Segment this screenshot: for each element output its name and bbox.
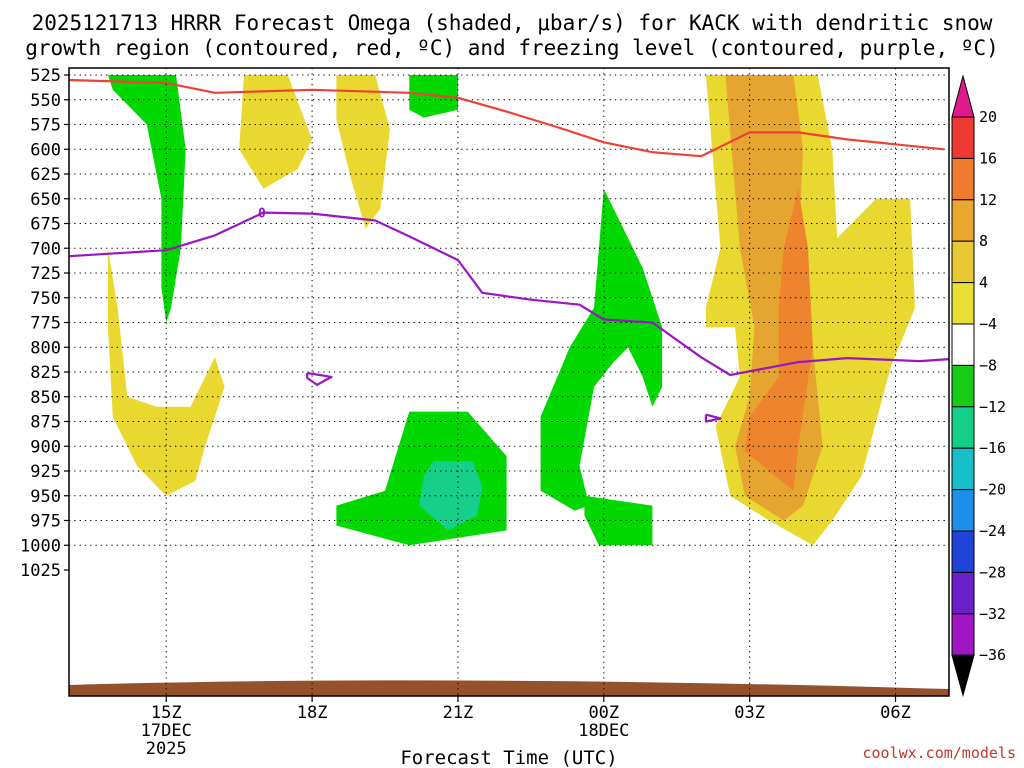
dendritic-snow-contour [68, 78, 945, 158]
colorbar-tick-label: 20 [979, 108, 997, 126]
y-tick-label: 1000 [20, 536, 61, 556]
freezing-level-label: 0 [258, 207, 266, 222]
y-tick-label: 975 [30, 512, 61, 532]
x-tick-label: 21Z [443, 703, 474, 723]
colorbar-tick-label: −36 [979, 646, 1006, 664]
x-tick-label: 06Z [880, 703, 911, 723]
y-tick-label: 750 [30, 289, 61, 309]
x-axis-title: Forecast Time (UTC) [400, 747, 617, 768]
colorbar-tick-label: −12 [979, 398, 1006, 416]
y-tick-label: 550 [30, 91, 61, 111]
y-tick-label: 625 [30, 165, 61, 185]
y-tick-label: 825 [30, 363, 61, 383]
colorbar-tick-label: 4 [979, 274, 988, 292]
omega-region-5 [336, 411, 507, 546]
omega-region-8 [584, 495, 653, 546]
x-tick-label: 00Z [588, 703, 619, 723]
y-tick-label: 1025 [20, 561, 61, 581]
colorbar-segment [951, 613, 975, 656]
colorbar-segment [951, 157, 975, 201]
y-tick-label: 850 [30, 388, 61, 408]
x-tick-label: 03Z [734, 703, 765, 723]
y-tick-label: 600 [30, 140, 61, 160]
colorbar-segment [951, 199, 975, 242]
x-tick-date: 18DEC [578, 721, 629, 741]
omega-region-1 [107, 248, 225, 496]
plot-area [69, 75, 949, 696]
colorbar-tick-label: −28 [979, 563, 1006, 581]
y-tick-label: 900 [30, 437, 61, 457]
colorbar-tick-label: −16 [979, 439, 1006, 457]
colorbar-tick-label: −24 [979, 522, 1006, 540]
x-tick-year: 2025 [146, 739, 187, 759]
colorbar-tick-label: −8 [979, 356, 997, 374]
colorbar-segment [951, 530, 975, 573]
colorbar-top-arrow [951, 74, 975, 118]
y-tick-label: 700 [30, 239, 61, 259]
y-tick-label: 875 [30, 413, 61, 433]
chart-title-line1: 2025121713 HRRR Forecast Omega (shaded, … [32, 11, 993, 35]
omega-region-11 [744, 188, 813, 491]
terrain-surface [69, 680, 949, 696]
freezing-level-contour [68, 211, 950, 377]
x-tick-date: 17DEC [141, 721, 192, 741]
omega-region-0 [107, 75, 186, 323]
y-tick-label: 675 [30, 215, 61, 235]
colorbar-segment [951, 447, 975, 491]
credit-text[interactable]: coolwx.com/models [862, 744, 1016, 762]
colorbar-segment [951, 282, 975, 325]
y-tick-label: 950 [30, 487, 61, 507]
y-tick-label: 800 [30, 338, 61, 358]
x-tick-label: 18Z [297, 703, 328, 723]
gridlines [69, 68, 949, 696]
colorbar-tick-label: −20 [979, 481, 1006, 499]
freezing-level-contour-small-0 [306, 371, 333, 386]
chart-title-line2: growth region (contoured, red, ºC) and f… [25, 36, 999, 60]
colorbar-segment [951, 406, 975, 449]
colorbar-segment [951, 240, 975, 284]
omega-region-3 [336, 75, 390, 229]
omega-region-2 [239, 75, 313, 189]
colorbar-tick-label: 8 [979, 232, 988, 250]
plot-frame [68, 67, 950, 697]
colorbar-bottom-arrow [951, 654, 975, 698]
colorbar-segment [951, 364, 975, 408]
colorbar-segment [951, 116, 975, 159]
colorbar: 20 16 12 8 4 −4 −8 −12 −16 −20 −24 −28 −32 −36 [951, 74, 1006, 698]
y-axis: 525 550 575 600 625 650 675 700 725 750 775 800 825 8… [20, 66, 69, 581]
freezing-level-contour-small-1 [704, 413, 722, 423]
colorbar-segment [951, 323, 975, 366]
colorbar-tick-label: 12 [979, 191, 997, 209]
colorbar-tick-label: 16 [979, 149, 997, 167]
colorbar-segment [951, 489, 975, 532]
x-tick-label: 15Z [151, 703, 182, 723]
colorbar-tick-label: −32 [979, 605, 1006, 623]
y-tick-label: 775 [30, 314, 61, 334]
y-tick-label: 725 [30, 264, 61, 284]
omega-region-7 [540, 188, 663, 511]
y-tick-label: 925 [30, 462, 61, 482]
colorbar-tick-label: −4 [979, 315, 997, 333]
colorbar-segment [951, 571, 975, 615]
y-tick-label: 650 [30, 190, 61, 210]
contour-layer: 0 [68, 78, 950, 423]
y-tick-label: 575 [30, 116, 61, 136]
y-tick-label: 525 [30, 66, 61, 86]
